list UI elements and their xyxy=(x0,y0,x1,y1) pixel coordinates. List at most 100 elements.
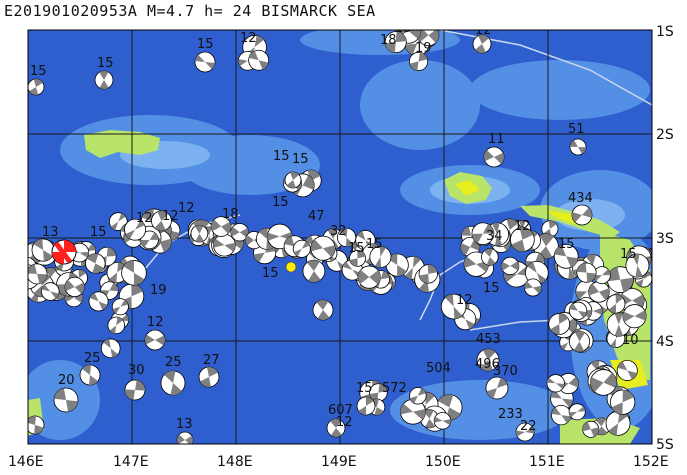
focal-mechanism-beachball xyxy=(485,376,509,400)
mechanism-depth-label: 12 xyxy=(456,293,473,308)
mechanism-depth-label: 25 xyxy=(84,351,101,366)
mechanism-depth-label: 453 xyxy=(476,332,501,347)
mechanism-depth-label: 13 xyxy=(176,417,193,432)
focal-mechanism-beachball xyxy=(100,338,121,359)
focal-mechanism-beachball xyxy=(433,412,452,430)
mechanism-depth-label: 19 xyxy=(150,283,167,298)
mechanism-depth-label: 15 xyxy=(262,266,279,281)
focal-mechanism-beachball xyxy=(472,34,492,54)
epicenter-marker xyxy=(285,261,297,273)
mechanism-depth-label: 496 xyxy=(475,357,500,372)
focal-mechanism-beachball xyxy=(625,253,650,278)
mechanism-depth-label: 15 xyxy=(483,281,500,296)
lat-label-5s: 5S xyxy=(656,437,674,453)
lat-label-1s: 1S xyxy=(656,24,674,40)
lon-label-147e: 147E xyxy=(113,454,149,470)
lon-label-149e: 149E xyxy=(321,454,357,470)
focal-mechanism-beachball xyxy=(568,403,586,421)
focal-mechanism-beachball xyxy=(111,298,129,316)
focal-mechanism-beachball xyxy=(144,329,166,351)
mechanism-depth-label: 15 xyxy=(197,37,214,52)
focal-mechanism-beachball xyxy=(124,379,146,401)
focal-mechanism-beachball xyxy=(28,415,45,435)
focal-mechanism-beachball xyxy=(553,244,579,269)
focal-mechanism-beachball xyxy=(546,374,565,393)
focal-mechanism-beachball xyxy=(483,146,505,168)
mechanism-depth-label: 11 xyxy=(488,132,505,147)
focal-mechanism-beachball xyxy=(588,281,610,303)
focal-mechanism-beachball xyxy=(408,51,429,72)
focal-mechanism-beachball xyxy=(524,278,542,297)
event-title: E201901020953A M=4.7 h= 24 BISMARCK SEA xyxy=(4,2,376,20)
focal-mechanism-beachball xyxy=(569,138,587,156)
mechanism-depth-label: 15 xyxy=(273,149,290,164)
focal-mechanism-beachball xyxy=(160,370,186,396)
focal-mechanism-beachball xyxy=(384,31,407,54)
focal-mechanism-beachball xyxy=(610,389,636,415)
focal-mechanism-beachball xyxy=(476,348,500,372)
focal-mechanism-beachball xyxy=(28,78,45,96)
mechanism-depth-label: 32 xyxy=(330,224,347,239)
mechanism-depth-label: 12 xyxy=(162,209,179,224)
focal-mechanism-beachball xyxy=(88,291,109,312)
mechanism-depth-label: 15 xyxy=(366,237,383,252)
mechanism-depth-label: 22 xyxy=(520,419,537,434)
focal-mechanism-beachball xyxy=(312,299,334,321)
focal-mechanism-beachball xyxy=(94,70,114,90)
focal-mechanism-beachball xyxy=(194,51,216,73)
mechanism-depth-label: 15 xyxy=(558,237,575,252)
mechanism-depth-label: 233 xyxy=(498,407,523,422)
mechanism-depth-label: 12 xyxy=(514,219,531,234)
focal-mechanism-beachball xyxy=(85,253,106,274)
focal-mechanism-beachball xyxy=(606,294,626,314)
mechanism-depth-label: 47 xyxy=(308,209,325,224)
focal-mechanism-beachball xyxy=(64,276,85,298)
mechanism-depth-label: 18 xyxy=(380,33,397,48)
mechanism-depth-label: 12 xyxy=(178,201,195,216)
focal-mechanism-beachball xyxy=(31,238,55,262)
focal-mechanism-beachball xyxy=(356,396,376,416)
focal-mechanism-beachball xyxy=(326,418,346,438)
focal-mechanism-beachball xyxy=(551,404,572,426)
mechanism-depth-label: 18 xyxy=(222,207,239,222)
focal-mechanism-beachball xyxy=(151,210,172,232)
mechanism-depth-label: 12 xyxy=(240,31,257,46)
mechanism-depth-label: 25 xyxy=(165,355,182,370)
lat-label-2s: 2S xyxy=(656,127,674,143)
focal-mechanism-beachball xyxy=(616,359,638,381)
focal-mechanism-beachball xyxy=(190,224,209,243)
focal-mechanism-beachball xyxy=(471,222,495,246)
mechanism-depth-label: 12 xyxy=(336,415,353,430)
mechanism-depth-label: 15 xyxy=(348,241,365,256)
focal-mechanism-beachball xyxy=(292,239,311,258)
focal-mechanism-beachball xyxy=(605,410,631,436)
lon-label-150e: 150E xyxy=(425,454,461,470)
mechanism-depth-label: 15 xyxy=(292,152,309,167)
focal-mechanism-beachball xyxy=(230,223,249,242)
mechanism-depth-label: 15 xyxy=(97,56,114,71)
mechanism-depth-label: 15 xyxy=(620,247,637,262)
focal-mechanism-beachball xyxy=(53,387,79,413)
lat-label-3s: 3S xyxy=(656,231,674,247)
mechanism-depth-label: 504 xyxy=(426,361,451,376)
mechanism-depth-label: 15 xyxy=(395,21,412,36)
focal-mechanism-beachball xyxy=(140,230,159,250)
focal-mechanism-beachball xyxy=(606,266,634,293)
focal-mechanism-beachball xyxy=(369,245,392,268)
mechanism-depth-label: 34 xyxy=(486,229,503,244)
focal-mechanism-beachball xyxy=(571,204,593,226)
focal-mechanism-beachball xyxy=(79,364,101,386)
focal-mechanism-beachball xyxy=(582,420,600,438)
mechanism-depth-label: 27 xyxy=(203,353,220,368)
focal-mechanism-beachball xyxy=(418,264,438,284)
mechanism-depth-label: 15 xyxy=(30,64,47,79)
mechanism-depth-label: 20 xyxy=(58,373,75,388)
focal-mechanism-beachball xyxy=(357,265,381,289)
mechanism-depth-label: 15 xyxy=(356,381,373,396)
mechanism-depth-label: 12 xyxy=(136,211,153,226)
focal-mechanism-beachball xyxy=(107,316,125,335)
mechanism-depth-label: 30 xyxy=(128,363,145,378)
lon-label-151e: 151E xyxy=(529,454,565,470)
mechanism-depth-label: 51 xyxy=(568,122,585,137)
